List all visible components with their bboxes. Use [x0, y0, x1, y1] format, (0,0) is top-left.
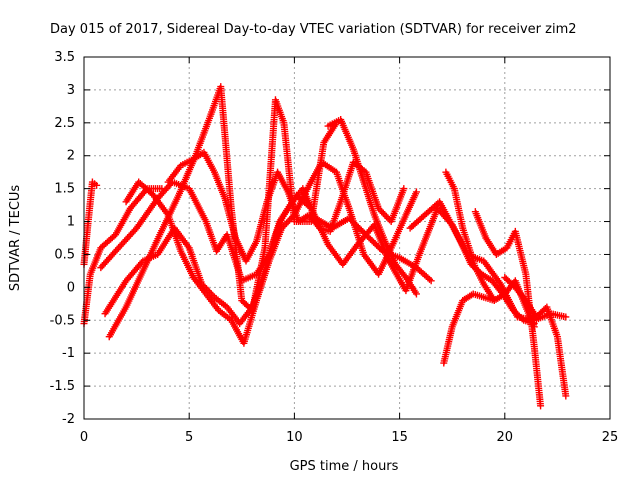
series-track-13	[501, 273, 570, 400]
y-tick-label: -1	[62, 346, 75, 361]
y-tick-label: 2	[67, 149, 75, 164]
series-track-10	[440, 290, 498, 367]
y-tick-label: 3	[67, 83, 75, 98]
data-point	[379, 209, 387, 217]
y-tick-label: 0.5	[54, 247, 75, 262]
series-track-6	[122, 158, 420, 347]
x-tick-label: 25	[602, 430, 619, 445]
x-tick-label: 20	[497, 430, 514, 445]
x-tick-label: 5	[185, 430, 193, 445]
y-tick-label: 1	[67, 215, 75, 230]
y-tick-label: 0	[67, 280, 75, 295]
x-axis-ticks: 0 5 10 15 20 25	[80, 57, 618, 445]
grid-lines	[84, 57, 610, 419]
y-tick-label: 3.5	[54, 50, 75, 65]
series-track-12	[471, 208, 545, 410]
y-tick-label: -2	[62, 412, 75, 427]
series-track-8	[324, 116, 420, 298]
series-track-2	[80, 178, 101, 268]
data-point	[284, 218, 292, 226]
series-track-7	[164, 148, 408, 265]
series-track-1	[80, 185, 166, 328]
x-tick-label: 0	[80, 430, 88, 445]
x-tick-label: 15	[391, 430, 408, 445]
y-axis-label: SDTVAR / TECUs	[8, 185, 23, 292]
data-point	[378, 208, 386, 216]
y-axis-ticks: -2 -1.5 -1 -0.5 0 0.5 1 1.5 2 2.5 3 3.5	[50, 50, 610, 427]
data-point	[537, 402, 545, 410]
data-point	[562, 392, 570, 400]
data-point	[412, 188, 420, 196]
chart-title: Day 015 of 2017, Sidereal Day-to-day VTE…	[50, 22, 577, 37]
y-tick-label: -1.5	[50, 379, 75, 394]
plot-frame	[83, 56, 611, 420]
data-point	[377, 246, 385, 254]
data-point	[562, 313, 570, 321]
y-tick-label: 1.5	[54, 182, 75, 197]
x-axis-label: GPS time / hours	[290, 459, 399, 474]
data-point	[518, 315, 526, 323]
data-points	[80, 83, 570, 410]
data-point	[412, 290, 420, 298]
y-tick-label: -0.5	[50, 313, 75, 328]
data-point	[427, 277, 435, 285]
y-tick-label: 2.5	[54, 116, 75, 131]
data-point	[93, 181, 101, 189]
data-point	[400, 185, 408, 193]
x-tick-label: 10	[286, 430, 303, 445]
data-point	[381, 211, 389, 219]
